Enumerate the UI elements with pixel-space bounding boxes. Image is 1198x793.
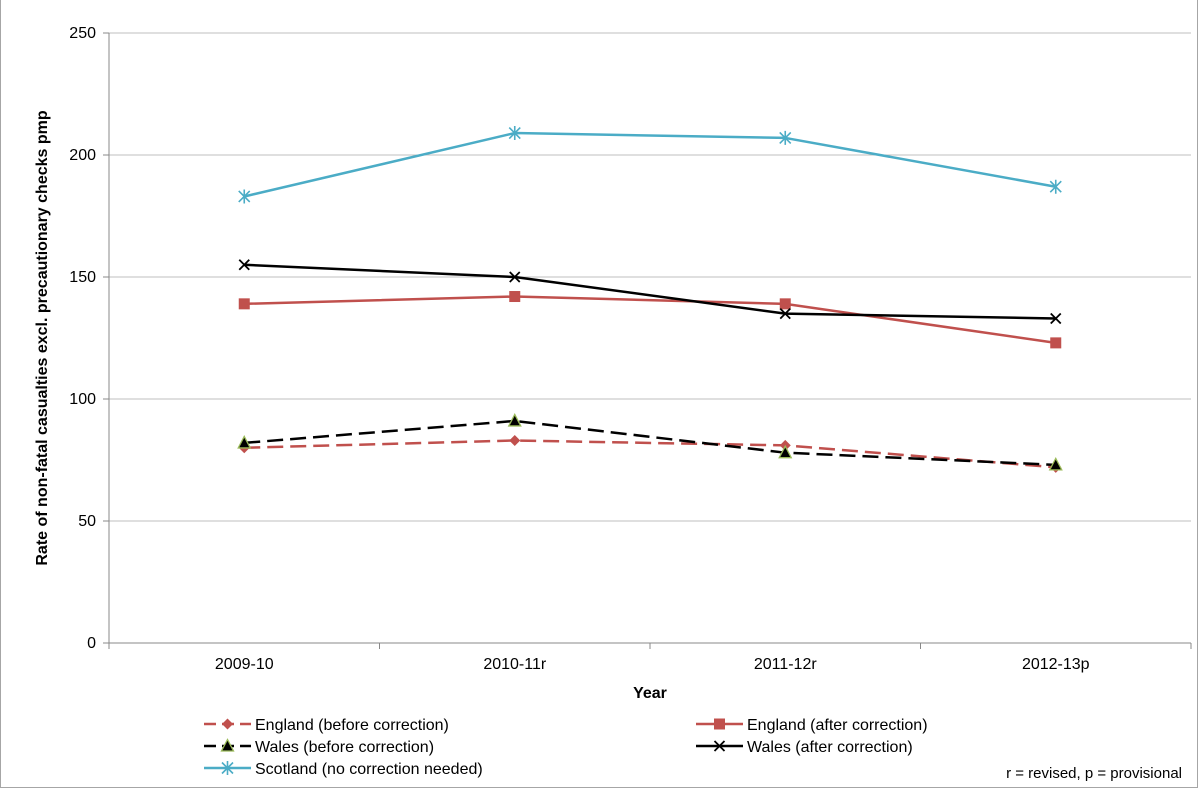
legend-label: Wales (after correction): [747, 739, 913, 756]
data-point: [1050, 337, 1062, 349]
series-layer: [237, 126, 1063, 473]
data-point: [509, 434, 521, 446]
legend: England (before correction) England (afte…: [204, 717, 928, 778]
series-1: [238, 291, 1062, 349]
y-tick-label: 0: [87, 635, 96, 652]
y-tick-label: 200: [69, 147, 96, 164]
y-tick-label: 250: [69, 25, 96, 42]
x-tick-label: 2011-12r: [754, 656, 818, 673]
y-axis-title: Rate of non-fatal casualties excl. preca…: [34, 110, 51, 565]
legend-marker: [221, 761, 234, 775]
y-tick-label: 100: [69, 391, 96, 408]
legend-label: Wales (before correction): [255, 739, 434, 756]
series-line: [244, 419, 1056, 467]
legend-label: England (before correction): [255, 717, 449, 734]
data-point: [238, 259, 250, 271]
x-tick-label: 2010-11r: [483, 656, 547, 673]
data-point: [778, 444, 793, 459]
legend-item-0: England (before correction): [204, 717, 449, 734]
data-point: [779, 307, 791, 320]
series-line: [244, 263, 1056, 320]
data-point: [508, 126, 521, 141]
axes: 0 50 100 150 200 250 2009-10 2010-11r 2011-12r 20…: [69, 25, 1192, 673]
data-point: [1049, 179, 1062, 194]
data-point: [238, 298, 250, 310]
legend-marker: [220, 738, 235, 752]
series-2: [237, 413, 1063, 471]
footnote: r = revised, p = provisional: [1006, 765, 1182, 782]
series-4: [238, 126, 1062, 204]
legend-item-3: Wales (after correction): [696, 739, 913, 756]
legend-item-1: England (after correction): [696, 717, 928, 734]
series-line: [243, 131, 1056, 198]
data-point: [779, 130, 792, 145]
legend-label: Scotland (no correction needed): [255, 761, 483, 778]
y-tick-label: 150: [69, 269, 96, 286]
legend-marker: [714, 718, 725, 730]
data-point: [237, 435, 252, 449]
x-tick-label: 2012-13p: [1022, 656, 1090, 673]
data-point: [238, 189, 251, 204]
series-line: [244, 295, 1056, 345]
series-3: [238, 259, 1062, 325]
data-point: [509, 271, 521, 283]
data-point: [509, 291, 521, 303]
data-point: [1050, 312, 1062, 325]
x-tick-label: 2009-10: [215, 656, 274, 673]
legend-label: England (after correction): [747, 717, 928, 734]
data-point: [1048, 456, 1063, 471]
x-axis-title: Year: [633, 685, 667, 702]
series-line: [244, 439, 1056, 469]
legend-item-2: Wales (before correction): [204, 738, 434, 756]
y-tick-label: 50: [78, 513, 96, 530]
data-point: [507, 413, 522, 427]
data-point: [779, 298, 791, 310]
gridlines: [109, 32, 1191, 522]
legend-item-4: Scotland (no correction needed): [204, 761, 483, 778]
legend-marker: [222, 718, 233, 730]
legend-marker: [713, 740, 726, 752]
